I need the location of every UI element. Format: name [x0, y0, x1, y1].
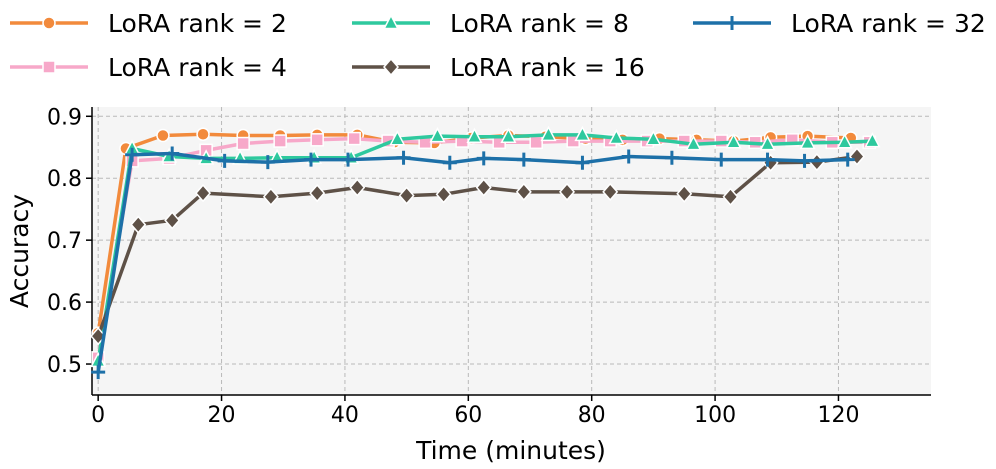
data-point-lora-rank-32	[442, 155, 457, 170]
data-point-lora-rank-4	[236, 136, 250, 151]
data-point-lora-rank-32	[217, 153, 232, 168]
data-point-lora-rank-16	[676, 184, 693, 203]
data-point-lora-rank-32	[575, 155, 590, 170]
data-point-lora-rank-32	[516, 152, 531, 167]
legend-item-lora-rank-16: LoRA rank = 16	[352, 53, 645, 82]
series-line-lora-rank-8	[96, 133, 873, 362]
data-point-lora-rank-32	[714, 152, 729, 167]
data-point-lora-rank-16	[515, 182, 532, 201]
data-point-lora-rank-16	[309, 183, 326, 203]
y-tick-label: 0.9	[47, 105, 82, 130]
x-tick-label: 0	[91, 403, 105, 428]
y-tick-label: 0.8	[47, 167, 82, 192]
grid	[92, 107, 931, 395]
legend-label: LoRA rank = 16	[450, 53, 645, 82]
data-point-lora-rank-32	[125, 147, 140, 162]
data-point-lora-rank-4	[273, 134, 287, 148]
data-point-lora-rank-16	[722, 187, 739, 206]
data-point-lora-rank-16	[435, 185, 452, 204]
legend-label: LoRA rank = 32	[791, 9, 986, 38]
y-ticks: 0.5 0.6 0.7 0.8 0.9	[47, 105, 92, 378]
data-point-lora-rank-16	[475, 178, 492, 197]
data-point-lora-rank-8	[759, 135, 776, 151]
data-point-lora-rank-4	[310, 133, 324, 147]
data-point-lora-rank-32	[165, 146, 180, 161]
data-point-lora-rank-4	[347, 131, 361, 146]
axes	[91, 107, 931, 396]
data-point-lora-rank-32	[840, 152, 855, 167]
x-tick-label: 60	[454, 403, 482, 428]
y-tick-label: 0.5	[47, 353, 82, 378]
data-point-lora-rank-16	[398, 186, 415, 205]
x-tick-label: 20	[208, 403, 236, 428]
series	[90, 125, 881, 380]
data-point-lora-rank-8	[836, 133, 853, 149]
data-point-lora-rank-32	[760, 152, 775, 167]
legend-item-lora-rank-8: LoRA rank = 8	[352, 9, 629, 38]
data-point-lora-rank-8	[799, 133, 816, 150]
legend-label: LoRA rank = 4	[108, 53, 287, 82]
data-point-lora-rank-2	[196, 127, 210, 142]
x-ticks: 0 20 40 60 80 100 120	[91, 395, 859, 428]
data-point-lora-rank-16	[349, 178, 366, 197]
legend-item-lora-rank-4: LoRA rank = 4	[10, 53, 287, 82]
data-point-lora-rank-8	[540, 125, 557, 142]
data-point-lora-rank-8	[389, 130, 406, 146]
legend-marker	[42, 60, 56, 74]
data-point-lora-rank-8	[429, 126, 446, 143]
legend-label: LoRA rank = 2	[108, 9, 287, 38]
data-point-lora-rank-32	[341, 152, 356, 167]
y-axis-title: Accuracy	[5, 194, 34, 308]
legend-label: LoRA rank = 8	[450, 9, 629, 38]
data-point-lora-rank-16	[602, 182, 619, 201]
legend-item-lora-rank-32: LoRA rank = 32	[693, 9, 986, 38]
data-point-lora-rank-8	[608, 128, 625, 145]
data-point-lora-rank-8	[500, 127, 517, 143]
data-point-lora-rank-32	[476, 151, 491, 166]
data-point-lora-rank-16	[559, 182, 576, 201]
legend-item-lora-rank-2: LoRA rank = 2	[10, 9, 287, 38]
y-tick-label: 0.6	[47, 291, 82, 316]
legend-marker	[382, 13, 400, 30]
y-tick-label: 0.7	[47, 229, 82, 254]
legend: LoRA rank = 2 LoRA rank = 4 LoRA rank = 8 L…	[10, 9, 986, 82]
series-lora-rank-32	[91, 146, 855, 380]
x-tick-label: 40	[331, 403, 359, 428]
legend-marker	[42, 16, 56, 30]
x-tick-label: 80	[578, 403, 606, 428]
legend-marker	[725, 16, 739, 30]
data-point-lora-rank-32	[797, 153, 812, 168]
series-line-lora-rank-16	[96, 154, 858, 337]
x-tick-label: 100	[694, 403, 736, 428]
x-tick-label: 120	[817, 403, 859, 428]
series-line-lora-rank-32	[96, 151, 848, 373]
data-point-lora-rank-2	[156, 128, 170, 143]
data-point-lora-rank-32	[664, 150, 679, 165]
data-point-lora-rank-32	[396, 150, 411, 165]
data-point-lora-rank-8	[466, 127, 483, 143]
data-point-lora-rank-16	[195, 183, 212, 203]
data-point-lora-rank-8	[864, 131, 881, 148]
data-point-lora-rank-32	[304, 152, 319, 167]
data-point-lora-rank-16	[164, 211, 181, 230]
data-point-lora-rank-32	[260, 155, 275, 170]
data-point-lora-rank-8	[645, 130, 662, 146]
data-point-lora-rank-8	[725, 133, 742, 149]
data-point-lora-rank-16	[262, 187, 279, 206]
data-point-lora-rank-32	[621, 149, 636, 164]
data-point-lora-rank-16	[130, 215, 147, 234]
data-point-lora-rank-8	[574, 125, 591, 142]
data-point-lora-rank-8	[685, 135, 702, 151]
plot-area-background	[92, 107, 931, 395]
data-point-lora-rank-4	[529, 135, 543, 150]
x-axis-title: Time (minutes)	[415, 436, 606, 465]
data-point-lora-rank-32	[91, 365, 106, 380]
legend-marker	[383, 57, 399, 77]
